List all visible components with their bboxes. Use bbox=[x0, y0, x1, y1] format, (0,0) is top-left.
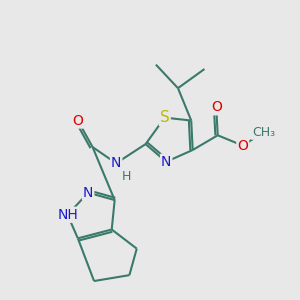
Text: H: H bbox=[122, 170, 131, 183]
Text: N: N bbox=[111, 156, 121, 170]
Text: O: O bbox=[237, 139, 248, 153]
Text: N: N bbox=[161, 155, 171, 169]
Text: S: S bbox=[160, 110, 169, 125]
Text: O: O bbox=[72, 114, 83, 128]
Text: CH₃: CH₃ bbox=[252, 126, 275, 139]
Text: N: N bbox=[83, 186, 93, 200]
Text: O: O bbox=[211, 100, 222, 114]
Text: NH: NH bbox=[57, 208, 78, 222]
